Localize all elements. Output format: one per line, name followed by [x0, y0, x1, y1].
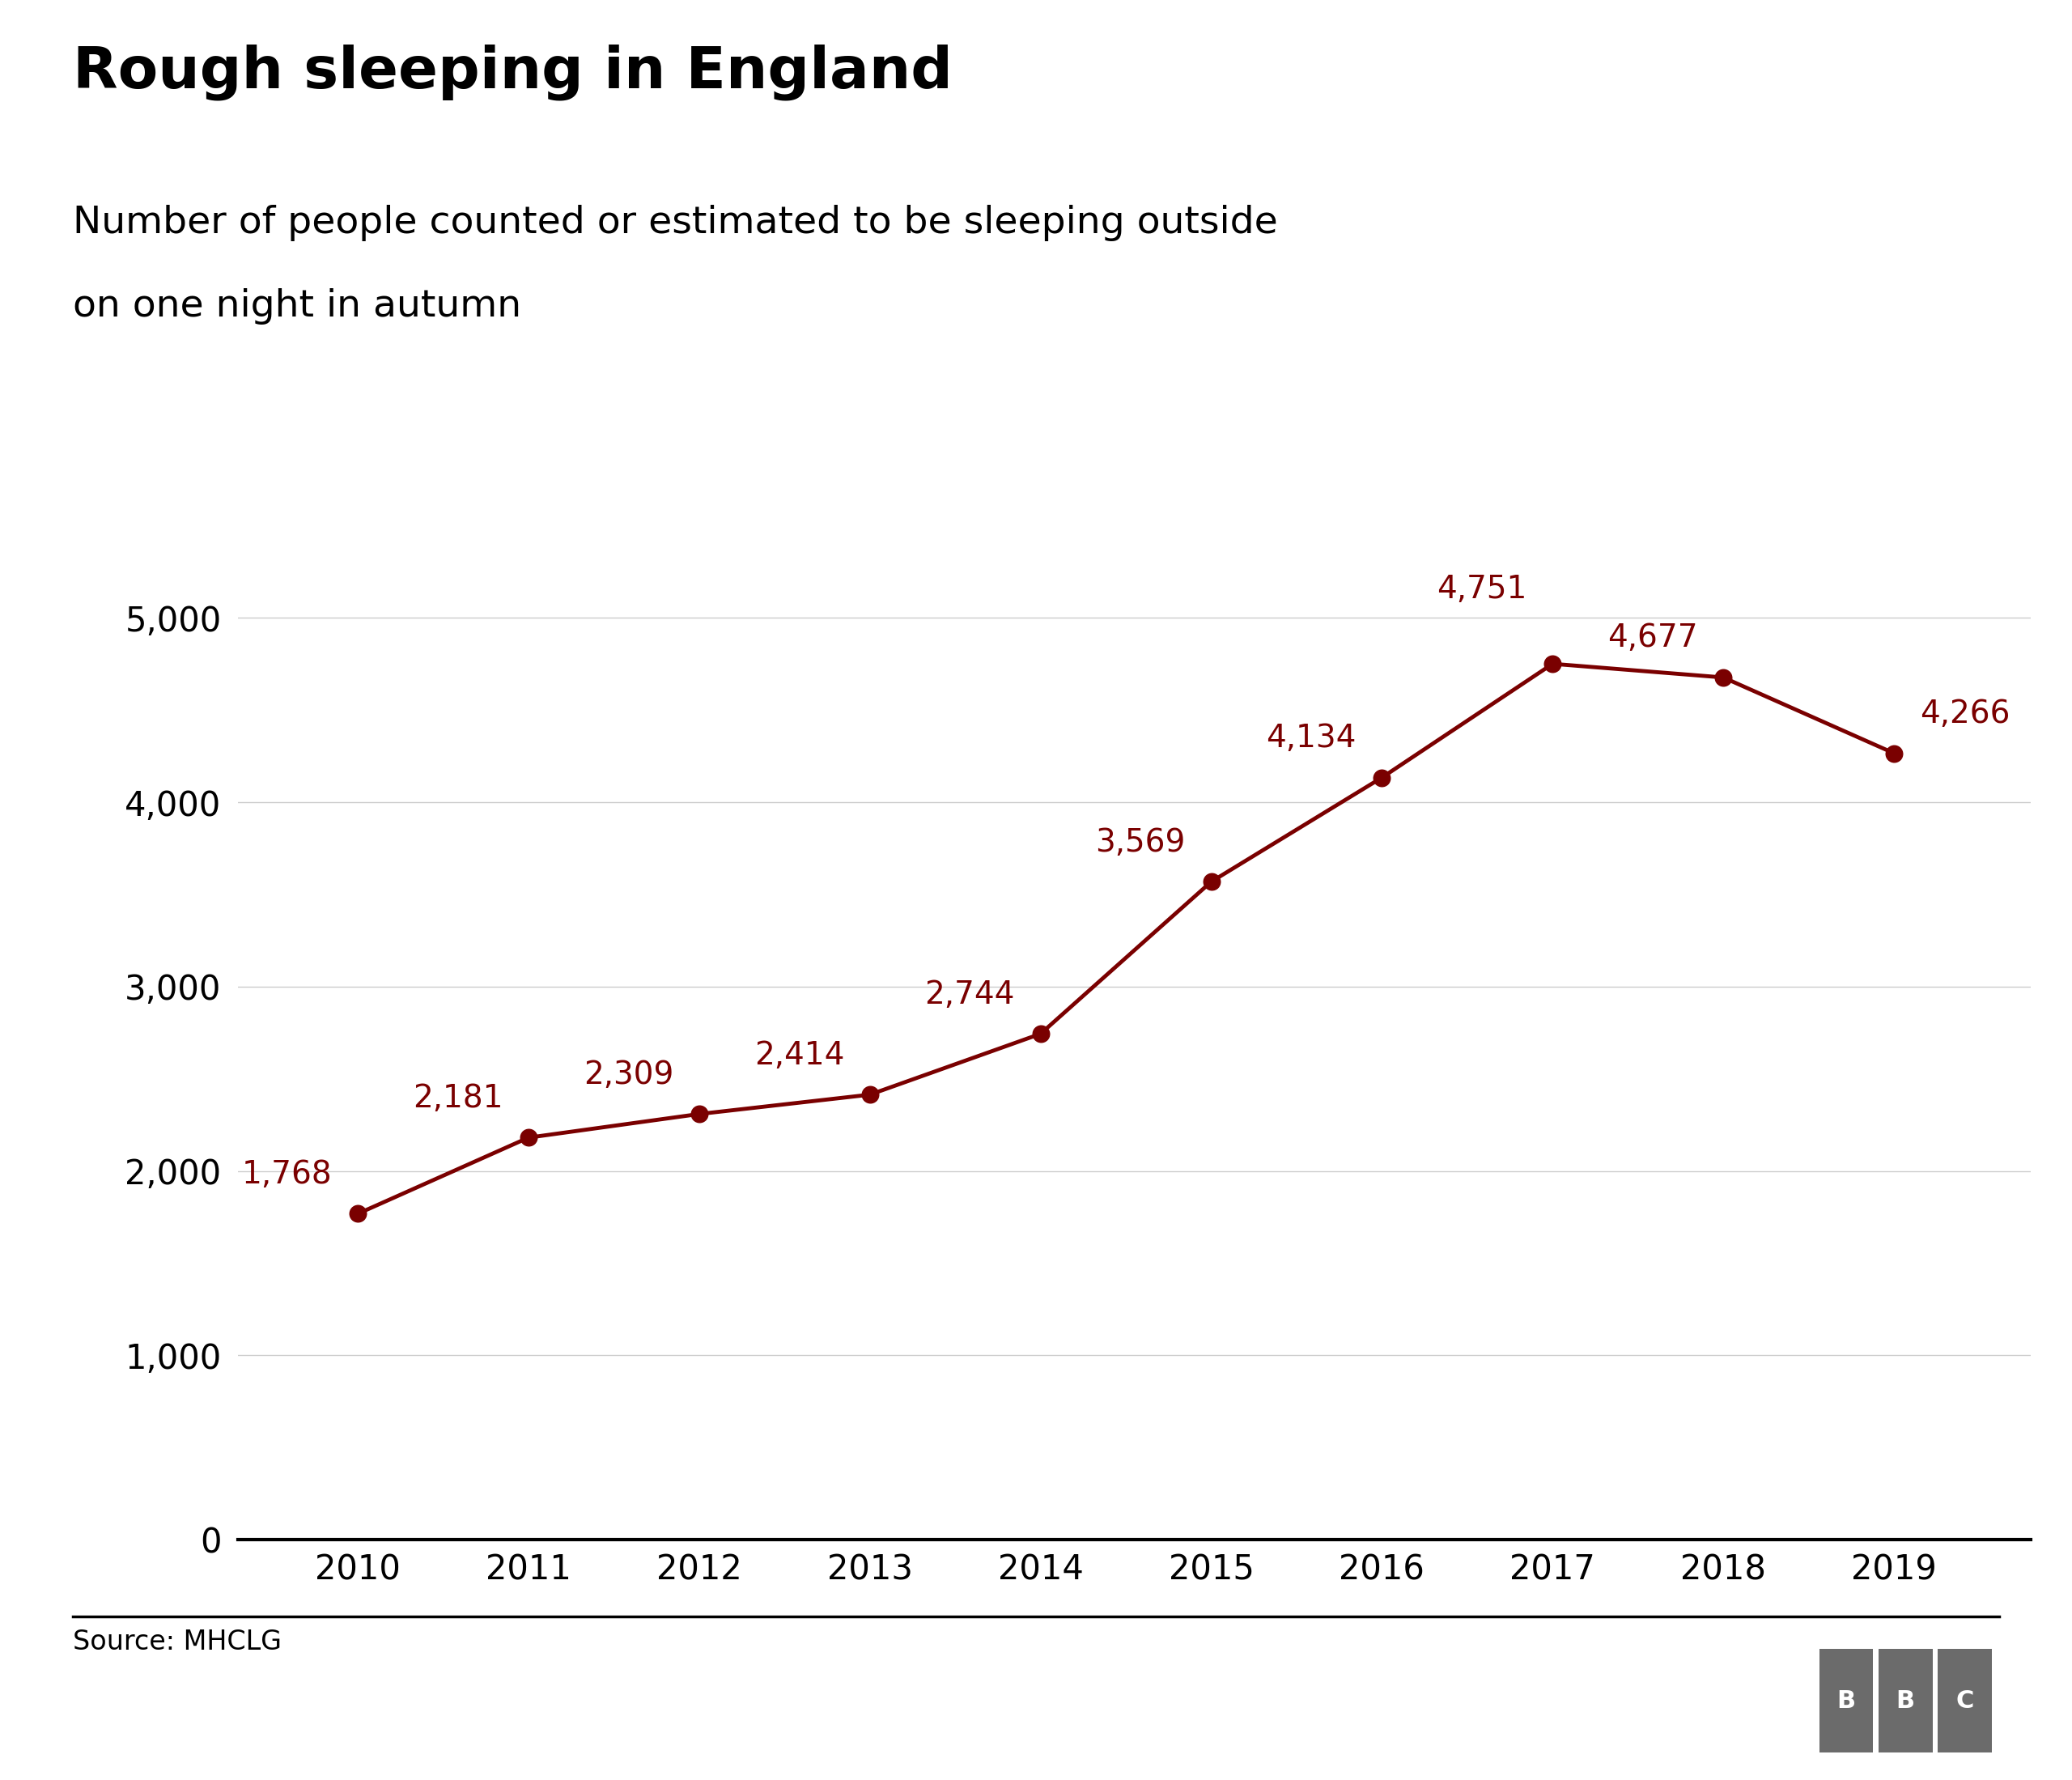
- Point: [682, 1100, 715, 1129]
- Text: Rough sleeping in England: Rough sleeping in England: [73, 44, 953, 101]
- Text: 4,751: 4,751: [1436, 575, 1527, 605]
- Point: [854, 1080, 887, 1109]
- Text: 1,768: 1,768: [242, 1159, 332, 1189]
- FancyBboxPatch shape: [1937, 1648, 1991, 1753]
- Text: 2,744: 2,744: [924, 979, 1015, 1009]
- FancyBboxPatch shape: [1819, 1648, 1873, 1753]
- Point: [342, 1200, 375, 1228]
- Point: [1196, 867, 1229, 895]
- Text: 4,266: 4,266: [1919, 698, 2010, 730]
- Point: [1024, 1020, 1057, 1048]
- Text: Source: MHCLG: Source: MHCLG: [73, 1629, 282, 1655]
- Text: Number of people counted or estimated to be sleeping outside: Number of people counted or estimated to…: [73, 205, 1278, 240]
- Text: on one night in autumn: on one night in autumn: [73, 288, 520, 324]
- Text: B: B: [1838, 1689, 1857, 1712]
- Text: C: C: [1956, 1689, 1975, 1712]
- Text: 4,134: 4,134: [1266, 723, 1357, 753]
- Point: [1365, 764, 1399, 792]
- Text: 4,677: 4,677: [1608, 623, 1697, 653]
- Point: [1707, 664, 1740, 692]
- Text: 2,309: 2,309: [584, 1059, 673, 1089]
- Point: [512, 1123, 545, 1152]
- Text: 2,414: 2,414: [754, 1040, 843, 1072]
- Point: [1535, 650, 1569, 678]
- Text: 3,569: 3,569: [1096, 828, 1185, 858]
- Point: [1877, 739, 1910, 767]
- Text: B: B: [1896, 1689, 1915, 1712]
- FancyBboxPatch shape: [1879, 1648, 1933, 1753]
- Text: 2,181: 2,181: [412, 1082, 503, 1114]
